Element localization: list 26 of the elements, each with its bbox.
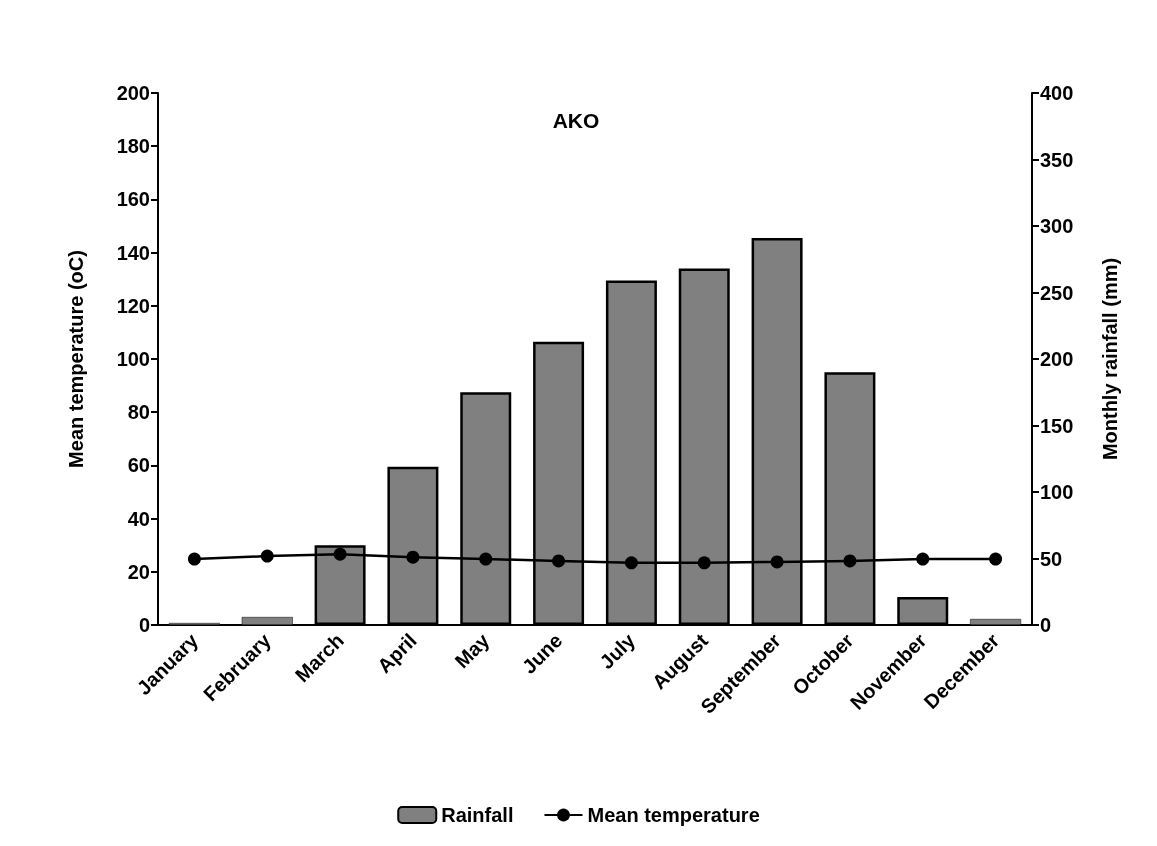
legend-label: Mean temperature (587, 804, 760, 826)
y-tick-label: 0 (138, 614, 150, 636)
y-tick-label: 20 (127, 560, 150, 583)
y-tick-label: 160 (116, 188, 150, 211)
y2-tick-label: 400 (1040, 82, 1074, 104)
y-tick-label: 120 (116, 294, 150, 317)
y2-tick-label: 0 (1040, 614, 1052, 636)
y-tick-label: 180 (116, 135, 150, 158)
text: AKO (552, 109, 600, 132)
y2-tick-label: 150 (1040, 414, 1074, 437)
y2-tick-label: 300 (1040, 215, 1074, 237)
y2-tick-label: 200 (1040, 348, 1074, 370)
y2-tick-label: 100 (1040, 481, 1074, 503)
y-tick-label: 100 (116, 348, 150, 370)
y2-tick-label: 250 (1040, 281, 1074, 304)
y-tick-label: 200 (116, 82, 150, 104)
y-tick-label: 140 (116, 241, 150, 264)
y2-axis-title: Monthly rainfall (mm) (1099, 257, 1121, 461)
y2-tick-label: 50 (1040, 547, 1063, 570)
legend-label: Rainfall (441, 804, 514, 826)
y-axis-title: Mean temperature (oC) (65, 250, 87, 468)
y2-tick-label: 350 (1040, 148, 1074, 171)
x-tick-label: May (450, 629, 494, 673)
y-tick-label: 60 (127, 454, 150, 477)
y-tick-label: 80 (127, 401, 150, 424)
y-tick-label: 40 (127, 507, 150, 530)
